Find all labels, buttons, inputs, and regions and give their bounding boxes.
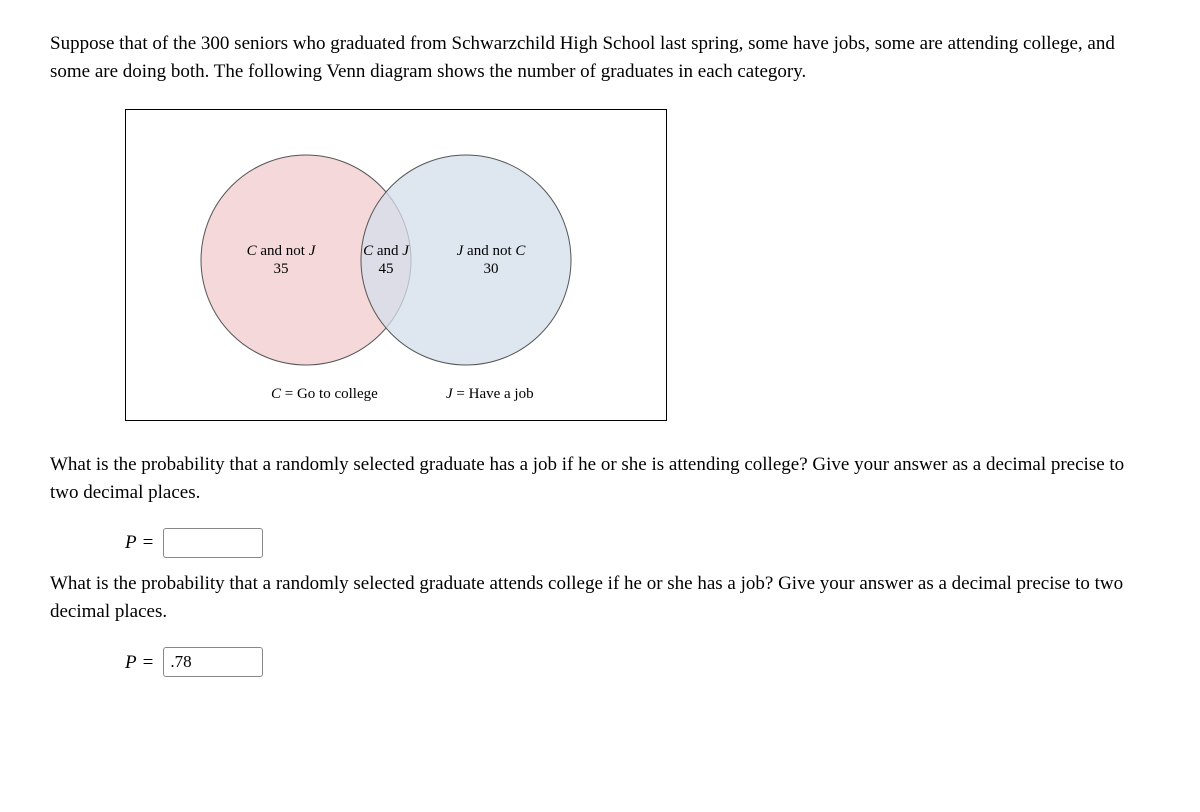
svg-text:C and not J: C and not J <box>247 243 317 259</box>
answer-row-2: P = <box>125 647 1150 677</box>
intro-paragraph: Suppose that of the 300 seniors who grad… <box>50 30 1150 85</box>
answer-1-eq: = <box>143 529 154 557</box>
svg-text:30: 30 <box>484 261 499 277</box>
question-1: What is the probability that a randomly … <box>50 451 1150 506</box>
answer-2-eq: = <box>143 649 154 677</box>
svg-text:J and not C: J and not C <box>457 243 527 259</box>
question-2: What is the probability that a randomly … <box>50 570 1150 625</box>
venn-diagram-box: C and not J 35 C and J 45 J and not C 30… <box>125 109 667 421</box>
legend-c: C = Go to college <box>271 386 378 402</box>
svg-text:35: 35 <box>274 261 289 277</box>
answer-1-input[interactable] <box>163 528 263 558</box>
venn-circle-j <box>361 155 571 365</box>
legend-j: J = Have a job <box>446 386 534 402</box>
answer-row-1: P = <box>125 528 1150 558</box>
venn-svg: C and not J 35 C and J 45 J and not C 30… <box>126 110 666 420</box>
answer-1-var: P <box>125 529 137 557</box>
svg-text:C and J: C and J <box>363 243 410 259</box>
answer-2-input[interactable] <box>163 647 263 677</box>
svg-text:45: 45 <box>379 261 394 277</box>
answer-2-var: P <box>125 649 137 677</box>
